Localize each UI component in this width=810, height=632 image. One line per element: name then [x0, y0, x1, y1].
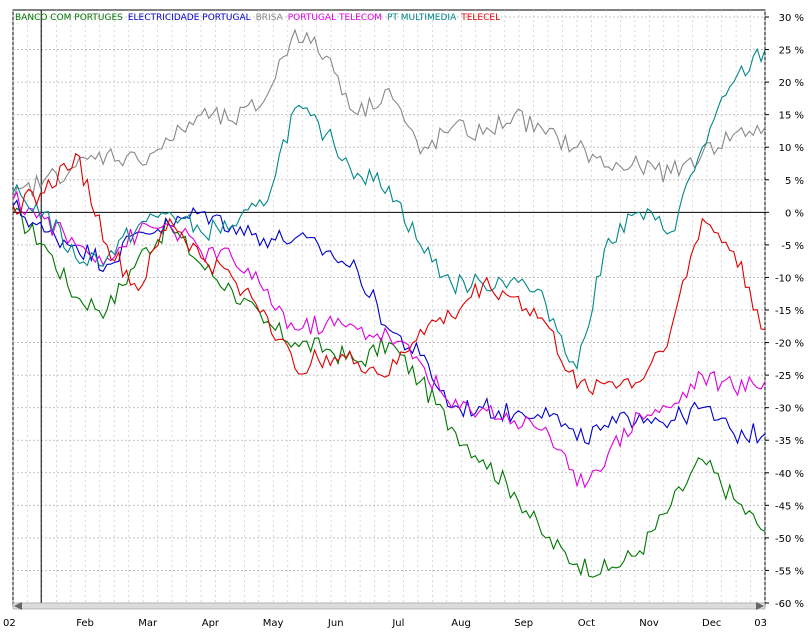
y-axis: 30 % 25 % 20 % 15 % 10 % 5 % 0 % -5 % -10 % -15 %… — [765, 13, 804, 610]
y-tick-label: -55 % — [775, 566, 804, 577]
x-tick-label: Jul — [391, 618, 404, 629]
x-axis: 02 Feb Mar Apr May Jun Jul Aug Sep Oct Nov Dec 03 — [3, 618, 767, 629]
series-line-banco-com-portuges — [12, 207, 766, 578]
legend-entry-portugal-telecom: PORTUGAL TELECOM — [288, 13, 382, 23]
legend-entry-brisa: BRISA — [256, 13, 284, 23]
y-tick-label: 5 % — [785, 176, 804, 187]
x-tick-label: Sep — [514, 618, 533, 629]
x-tick-label: May — [263, 618, 284, 629]
series-line-brisa — [12, 28, 766, 200]
y-tick-label: -30 % — [775, 404, 804, 415]
x-tick-label: Mar — [138, 618, 158, 629]
x-tick-label: Aug — [451, 618, 471, 629]
x-tick-label: Feb — [76, 618, 94, 629]
x-tick-label: Jun — [327, 618, 344, 629]
series-lines — [12, 28, 766, 578]
y-tick-label: 10 % — [779, 143, 804, 154]
y-tick-label: 0 % — [785, 208, 804, 219]
y-tick-label: -25 % — [775, 371, 804, 382]
y-tick-label: -45 % — [775, 501, 804, 512]
series-line-portugal-telecom — [12, 190, 766, 489]
legend-entry-banco-com-portuges: BANCO COM PORTUGES — [15, 13, 123, 23]
scroll-right-arrow-icon[interactable] — [756, 602, 764, 610]
y-tick-label: 25 % — [779, 46, 804, 57]
legend-entry-electricidade-portugal: ELECTRICIDADE PORTUGAL — [128, 13, 251, 23]
x-tick-label: Dec — [702, 618, 721, 629]
series-line-pt-multimedia — [12, 47, 766, 371]
time-scrollbar[interactable] — [12, 602, 766, 610]
x-tick-label: Apr — [202, 618, 220, 629]
y-tick-label: -40 % — [775, 469, 804, 480]
scrollbar-track[interactable] — [12, 602, 766, 610]
legend-entry-pt-multimedia: PT MULTIMEDIA — [387, 13, 457, 23]
y-tick-label: -50 % — [775, 534, 804, 545]
y-tick-label: 20 % — [779, 78, 804, 89]
legend: BANCO COM PORTUGES ELECTRICIDADE PORTUGAL… — [15, 13, 500, 23]
x-tick-label: Nov — [639, 618, 659, 629]
legend-entry-telecel: TELECEL — [460, 13, 500, 23]
y-tick-label: -20 % — [775, 339, 804, 350]
y-tick-label: 30 % — [779, 13, 804, 24]
x-tick-label: 02 — [3, 618, 16, 629]
y-tick-label: -35 % — [775, 436, 804, 447]
scroll-left-arrow-icon[interactable] — [14, 602, 22, 610]
y-tick-label: 15 % — [779, 111, 804, 122]
y-tick-label: -15 % — [775, 306, 804, 317]
y-tick-label: -60 % — [775, 599, 804, 610]
y-tick-label: -10 % — [775, 273, 804, 284]
y-tick-label: -5 % — [781, 241, 804, 252]
x-tick-label: 03 — [754, 618, 767, 629]
series-line-telecel — [12, 152, 766, 396]
x-tick-label: Oct — [578, 618, 595, 629]
